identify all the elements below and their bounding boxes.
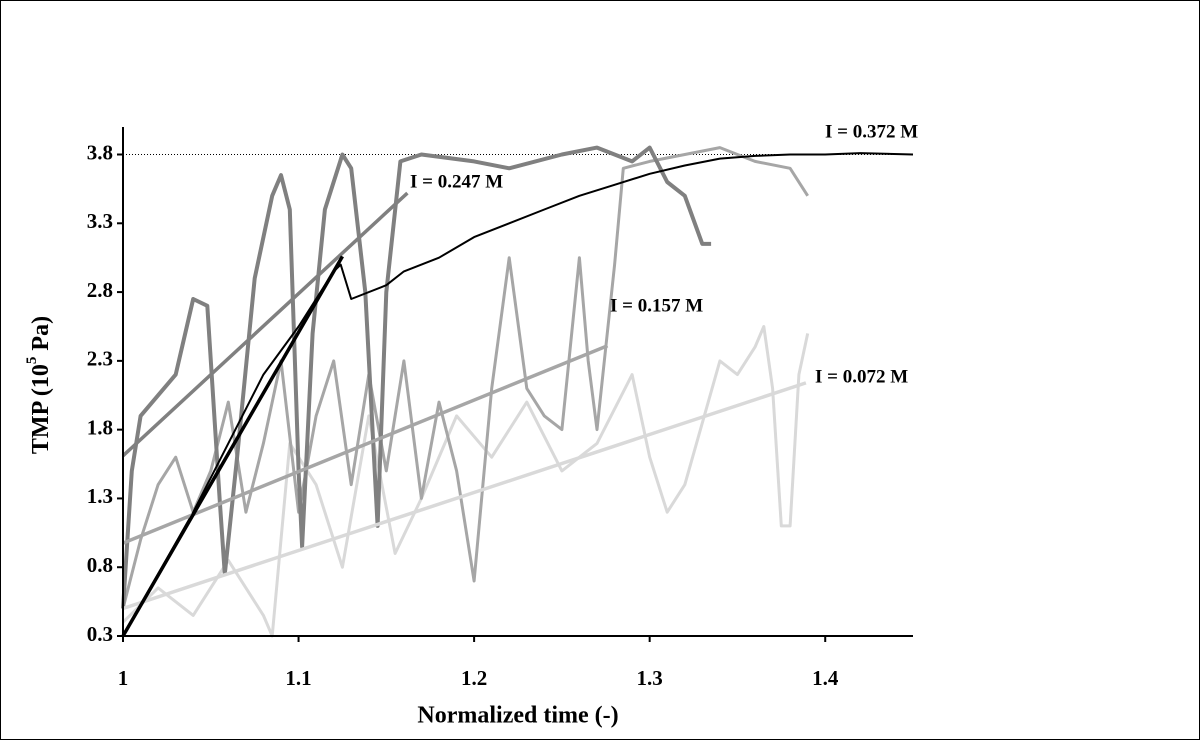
y-axis-title-part: Pa) bbox=[28, 316, 54, 357]
y-axis-title: TMP (105 Pa) bbox=[24, 316, 53, 454]
y-tick-label: 2.3 bbox=[87, 347, 113, 371]
x-tick-label: 1.2 bbox=[461, 666, 487, 690]
x-tick-label: 1 bbox=[118, 666, 129, 690]
trend-line bbox=[122, 344, 609, 545]
y-axis-title-part: TMP (10 bbox=[28, 364, 54, 454]
y-tick-label: 2.8 bbox=[87, 278, 113, 302]
series-label: I = 0.372 M bbox=[825, 121, 918, 142]
series-line bbox=[122, 152, 914, 637]
x-tick-label: 1.3 bbox=[637, 666, 663, 690]
y-axis-title-sup: 5 bbox=[24, 357, 40, 365]
series-line bbox=[121, 145, 712, 609]
trend-line bbox=[121, 191, 409, 458]
y-tick-label: 3.8 bbox=[87, 140, 113, 164]
series-label: I = 0.072 M bbox=[815, 366, 908, 387]
trend-line bbox=[121, 255, 344, 637]
y-tick-label: 1.8 bbox=[87, 415, 113, 439]
series-line bbox=[121, 146, 809, 609]
trend-line bbox=[122, 381, 807, 611]
y-tick-label: 3.3 bbox=[87, 209, 113, 233]
x-tick-label: 1.1 bbox=[285, 666, 311, 690]
y-tick-label: 1.3 bbox=[87, 484, 113, 508]
x-axis-title: Normalized time (-) bbox=[417, 703, 618, 729]
y-tick-label: 0.8 bbox=[87, 553, 113, 577]
x-tick-label: 1.4 bbox=[812, 666, 839, 690]
y-tick-label: 0.3 bbox=[87, 622, 113, 646]
series-label: I = 0.247 M bbox=[410, 171, 503, 192]
series-line bbox=[121, 325, 810, 638]
series-label: I = 0.157 M bbox=[610, 295, 703, 316]
